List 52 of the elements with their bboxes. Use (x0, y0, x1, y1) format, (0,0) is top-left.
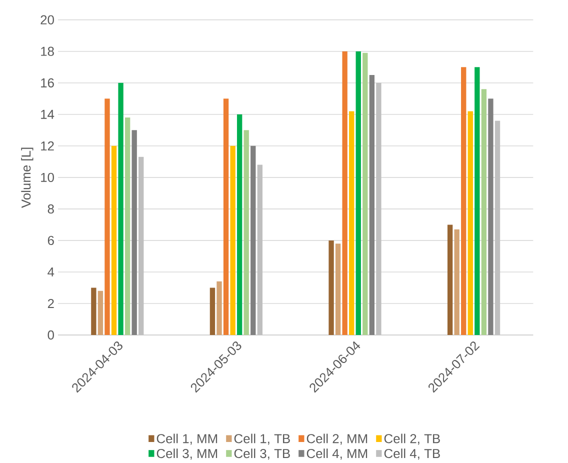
bar (369, 74, 375, 336)
bar (223, 98, 229, 336)
bar (342, 51, 348, 336)
bar (124, 118, 130, 336)
legend-label: Cell 1, TB (234, 434, 290, 445)
y-tick-label: 8 (48, 204, 54, 214)
legend-label: Cell 2, MM (306, 434, 368, 445)
legend-label: Cell 4, MM (306, 448, 368, 460)
bar (250, 146, 256, 336)
legend-label: Cell 3, MM (156, 448, 218, 460)
bar (111, 146, 117, 336)
legend-label: Cell 3, TB (234, 448, 290, 460)
y-tick-label: 10 (41, 172, 54, 182)
bar (236, 114, 242, 336)
bar (447, 224, 453, 336)
bar (118, 82, 124, 336)
bar (216, 281, 222, 336)
bar (335, 244, 341, 336)
legend-label: Cell 4, TB (384, 448, 440, 460)
bar (481, 89, 487, 336)
bar (488, 98, 494, 336)
bar (362, 52, 368, 336)
y-tick-label: 6 (48, 236, 54, 246)
y-tick-label: 20 (40, 15, 54, 24)
bar (461, 67, 466, 336)
bar (91, 288, 96, 336)
bar (328, 240, 334, 336)
bar (257, 164, 262, 336)
bar (132, 130, 137, 336)
y-axis-title: Volume [L] (21, 148, 34, 208)
y-tick-label: 2 (48, 298, 54, 308)
y-tick-label: 16 (41, 78, 54, 88)
bar (356, 51, 361, 336)
y-tick-label: 0 (48, 330, 54, 340)
bar (468, 111, 473, 336)
bar (98, 290, 104, 336)
y-tick-label: 14 (41, 110, 54, 119)
legend-label: Cell 2, TB (384, 434, 440, 445)
bar (210, 288, 216, 336)
bar (349, 111, 354, 336)
bar (454, 229, 460, 336)
bar (244, 130, 249, 336)
bar (494, 120, 500, 336)
y-tick-label: 4 (48, 268, 54, 276)
bar (230, 146, 236, 336)
bar (138, 156, 144, 336)
legend-label: Cell 1, MM (156, 434, 218, 445)
bar (104, 98, 110, 336)
y-tick-label: 12 (41, 141, 54, 150)
y-tick-label: 18 (41, 46, 54, 56)
bar (474, 67, 480, 336)
bar (376, 82, 382, 336)
